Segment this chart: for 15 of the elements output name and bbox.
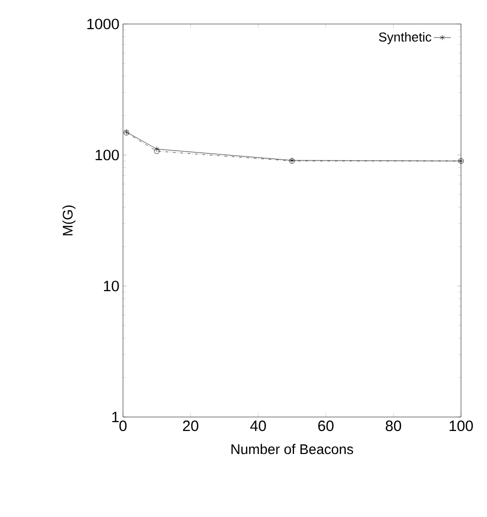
y-axis-title: M(G) (62, 205, 76, 236)
x-tick-label: 40 (250, 420, 266, 432)
y-tick-label: 100 (96, 150, 119, 160)
x-tick-label: 20 (183, 420, 198, 432)
y-tick-label: 1000 (87, 18, 119, 30)
point (154, 148, 160, 154)
point (154, 146, 160, 152)
x-tick-label: 100 (450, 420, 473, 432)
x-tick-label: 60 (318, 420, 334, 432)
x-tick-label: 80 (386, 420, 402, 432)
y-tick-label: 1 (112, 412, 119, 422)
legend-label: Synthetic (378, 32, 432, 44)
y-tick-label: 10 (104, 280, 119, 292)
x-axis-title: Number of Beacons (232, 444, 354, 454)
x-tick-label: 0 (119, 420, 127, 432)
